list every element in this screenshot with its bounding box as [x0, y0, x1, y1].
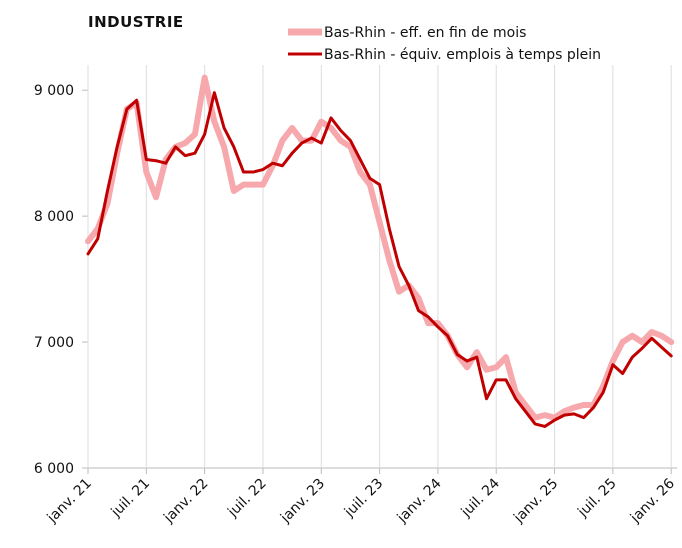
x-tick-label: juil. 23 — [341, 476, 386, 521]
legend-label: Bas-Rhin - eff. en fin de mois — [324, 25, 526, 41]
y-tick-label: 7 000 — [34, 335, 74, 351]
series-line — [86, 91, 673, 428]
series-line — [85, 74, 675, 421]
x-tick-label: janv. 24 — [394, 475, 445, 526]
x-tick-label: juil. 22 — [224, 476, 269, 521]
x-tick-label: janv. 26 — [627, 475, 678, 526]
x-tick-label: juil. 24 — [458, 475, 504, 521]
x-tick-label: janv. 25 — [510, 476, 561, 527]
x-tick-label: janv. 22 — [160, 476, 211, 527]
chart-title: INDUSTRIE — [88, 13, 184, 31]
legend-label: Bas-Rhin - équiv. emplois à temps plein — [324, 47, 601, 63]
y-tick-label: 8 000 — [34, 209, 74, 225]
x-tick-label: janv. 21 — [44, 476, 95, 527]
y-tick-label: 6 000 — [34, 461, 74, 477]
x-tick-label: juil. 25 — [574, 476, 619, 521]
y-tick-label: 9 000 — [34, 83, 74, 99]
x-tick-label: janv. 23 — [277, 476, 328, 527]
x-tick-label: juil. 21 — [108, 476, 153, 521]
